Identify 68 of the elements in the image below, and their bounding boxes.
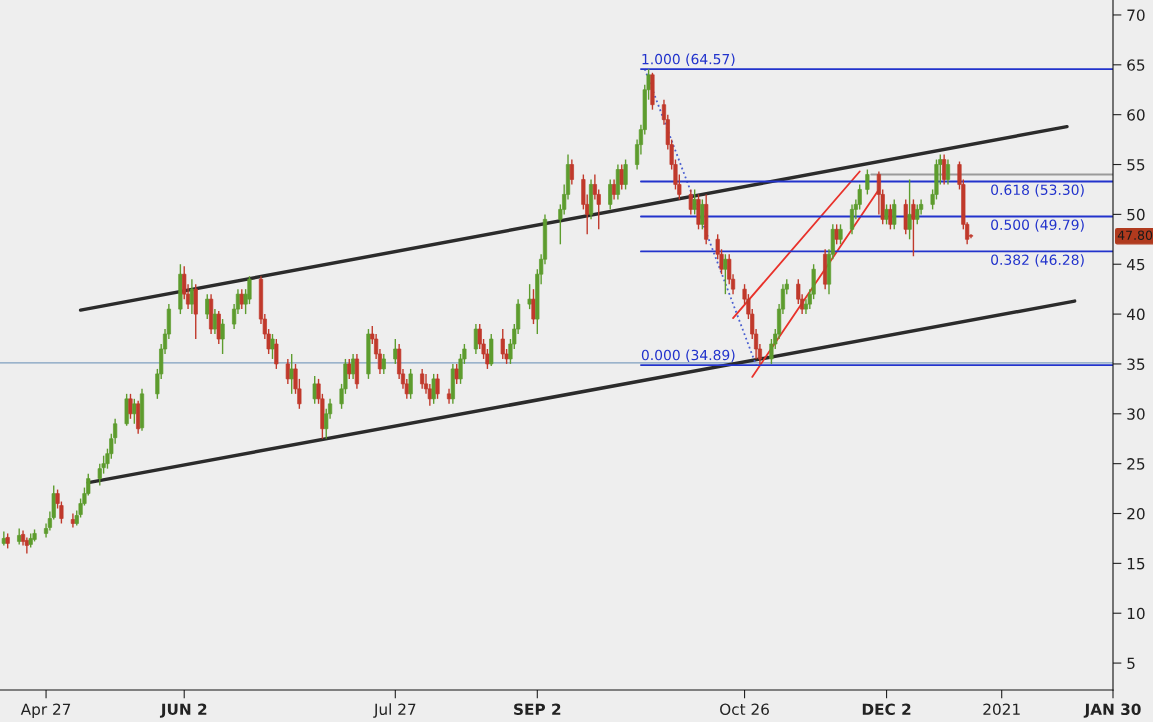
y-tick-label: 20 xyxy=(1127,507,1145,520)
candlestick xyxy=(688,188,693,216)
annotation: 1.000 (64.57) xyxy=(642,53,735,66)
candlestick xyxy=(454,363,459,385)
y-tick-label: 55 xyxy=(1127,159,1145,171)
candlestick xyxy=(270,333,275,360)
candlestick xyxy=(289,353,294,395)
candlestick xyxy=(527,283,532,310)
y-tick-label: 40 xyxy=(1126,308,1145,321)
candlestick xyxy=(431,373,436,405)
y-tick-label: 25 xyxy=(1127,458,1145,470)
candlestick xyxy=(381,353,386,375)
candlestick xyxy=(393,338,398,365)
y-tick-label: 70 xyxy=(1127,9,1145,21)
candlestick xyxy=(531,288,536,325)
x-tick-label: DEC 2 xyxy=(862,703,911,716)
y-tick-label: 35 xyxy=(1127,358,1145,370)
x-tick-label: JAN 30 xyxy=(1083,703,1141,718)
candlestick xyxy=(945,158,951,186)
x-tick-label: 2021 xyxy=(983,703,1020,716)
annotation: 0.500 (49.79) xyxy=(991,219,1084,232)
candlestick xyxy=(834,223,839,245)
candlestick xyxy=(128,393,133,420)
x-tick-label: Apr 27 xyxy=(20,703,71,718)
candlestick xyxy=(611,178,617,201)
x-tick-label: Jul 27 xyxy=(373,703,416,718)
x-tick-label: Oct 26 xyxy=(720,703,769,716)
candlestick xyxy=(500,328,505,360)
y-tick-label: 65 xyxy=(1127,59,1145,71)
candlestick xyxy=(435,373,440,400)
candlestick xyxy=(865,168,870,196)
candlestick xyxy=(569,158,574,186)
candlestick xyxy=(205,293,210,320)
candlestick xyxy=(623,158,628,191)
candlestick xyxy=(942,153,947,186)
x-tick-label: SEP 2 xyxy=(514,703,561,716)
y-tick-label: 15 xyxy=(1127,558,1145,570)
annotation: 0.618 (53.30) xyxy=(991,184,1084,197)
candlestick xyxy=(347,358,352,380)
candlestick xyxy=(892,198,897,231)
y-tick-label: 10 xyxy=(1127,607,1145,620)
candlestick xyxy=(700,198,705,231)
candlestick xyxy=(838,223,843,245)
text: 47.80 xyxy=(1117,230,1153,240)
y-tick-label: 60 xyxy=(1127,109,1145,121)
candlestick xyxy=(408,368,413,400)
candlestick xyxy=(312,375,317,405)
y-tick-label: 50 xyxy=(1127,208,1145,221)
candlestick xyxy=(849,203,855,236)
annotation: 0.382 (46.28) xyxy=(991,254,1084,267)
candlestick xyxy=(239,288,244,310)
candlestick xyxy=(888,203,893,231)
candlestick xyxy=(723,253,728,295)
candlestick xyxy=(608,178,613,211)
candlestick xyxy=(132,398,137,425)
candlestick xyxy=(420,368,425,390)
candlestick xyxy=(884,203,889,226)
y-tick-label: 45 xyxy=(1126,258,1145,271)
candlestick xyxy=(351,353,356,380)
candlestick xyxy=(619,163,624,191)
y-tick-label: 30 xyxy=(1127,408,1145,420)
annotation: 0.000 (34.89) xyxy=(641,349,735,362)
candlestick xyxy=(274,338,279,370)
candlestick xyxy=(285,358,290,385)
candlestick xyxy=(220,318,225,355)
candlestick xyxy=(915,203,920,226)
x-tick-label: JUN 2 xyxy=(159,703,207,718)
y-tick-label: 5 xyxy=(1127,657,1135,670)
